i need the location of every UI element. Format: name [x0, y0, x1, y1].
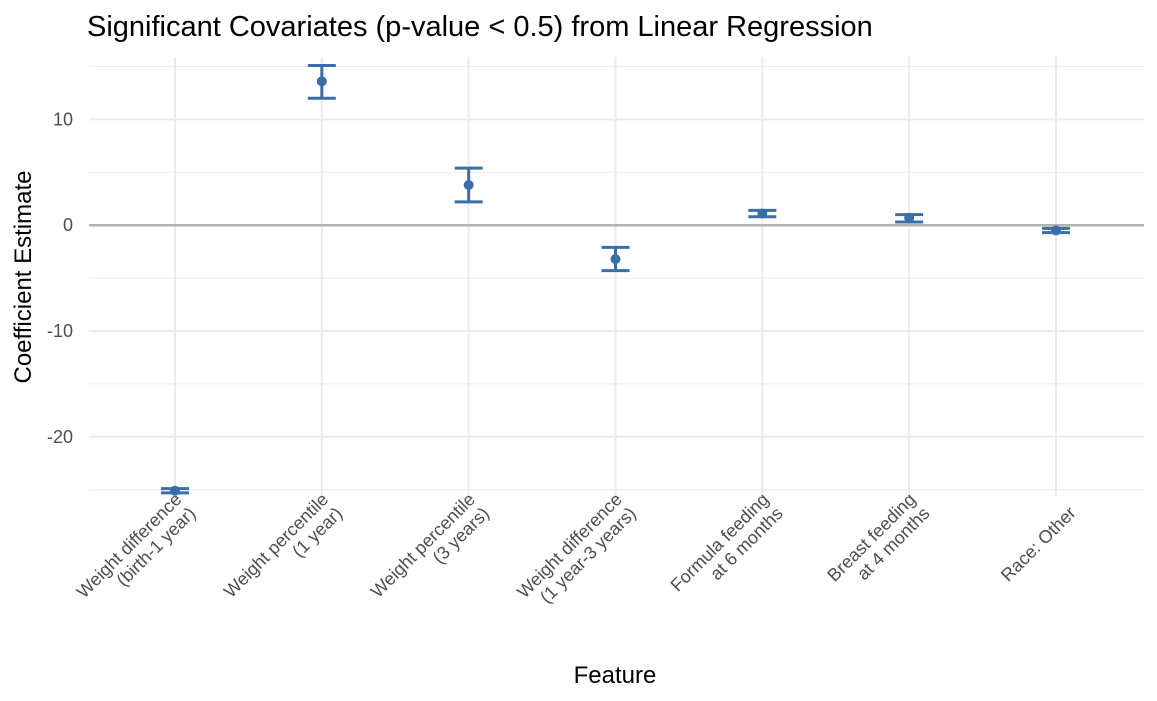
y-tick-label: 0 [63, 215, 73, 235]
estimate-point [1051, 225, 1061, 236]
estimate-point [757, 208, 768, 219]
estimate-point [904, 212, 915, 223]
x-tick-label: Breast feedingat 4 months [823, 489, 933, 599]
data-marks [161, 63, 1070, 496]
y-tick-label: 10 [53, 109, 73, 129]
estimate-point [610, 254, 621, 265]
x-tick-label: Race: Other [997, 503, 1080, 586]
y-tick-label: -20 [47, 427, 73, 447]
estimate-point [463, 179, 474, 190]
x-tick-label: Weight percentile(1 year) [220, 489, 346, 615]
estimate-point [316, 76, 327, 87]
grid [89, 57, 1144, 496]
x-tick-label: Formula feedingat 6 months [667, 489, 787, 609]
chart-title: Significant Covariates (p-value < 0.5) f… [87, 11, 873, 43]
x-tick-label: Weight difference(1 year-3 years) [513, 489, 640, 616]
y-axis-title: Coefficient Estimate [10, 171, 37, 384]
x-axis-ticks: Weight difference(birth-1 year) Weight pe… [73, 489, 1080, 616]
x-tick-label: Weight difference(birth-1 year) [73, 489, 200, 616]
x-tick-label: Weight percentile(3 years) [367, 489, 493, 615]
x-axis-title: Feature [574, 662, 657, 689]
y-axis-ticks: -20 -10 0 10 [47, 109, 73, 446]
estimate-point [170, 485, 180, 496]
y-tick-label: -10 [47, 321, 73, 341]
